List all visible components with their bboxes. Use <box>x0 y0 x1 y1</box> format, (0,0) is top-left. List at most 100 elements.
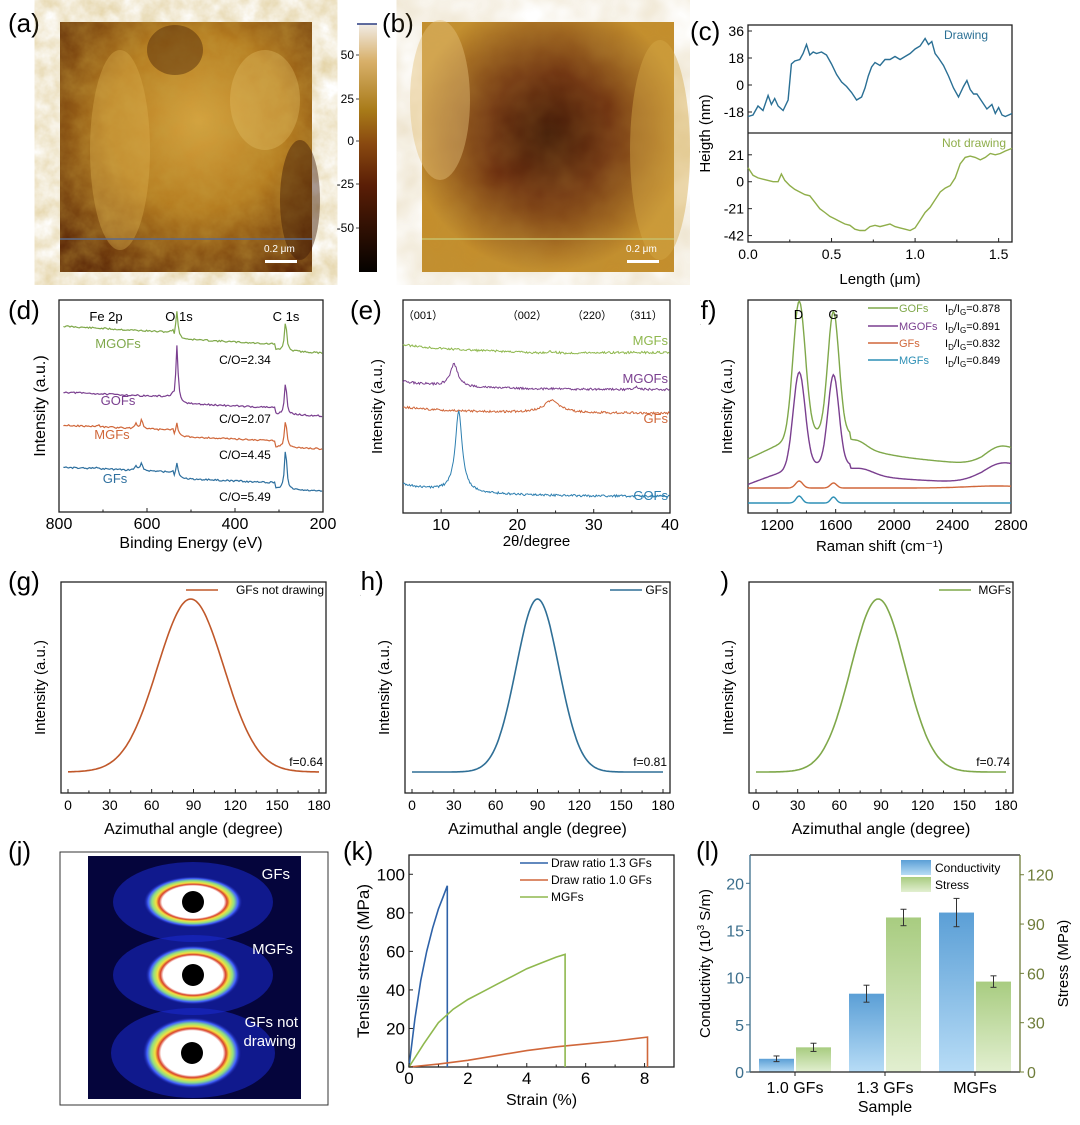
x-tick-label: 30 <box>102 797 118 813</box>
x-axis-label: Length (μm) <box>839 271 920 288</box>
chart-azimuthal-h: (h) GFs f=0.81 0 30 60 90 120 150 180 Azimuthal an… <box>352 566 675 838</box>
y-tick-label-left: 15 <box>726 923 744 940</box>
panel-j: (j) GFs MGFs GFs not drawing <box>0 836 340 1120</box>
x-tick-label: 1.5 <box>989 246 1009 262</box>
series-label: GFs <box>643 411 668 426</box>
legend-label: Stress <box>935 878 969 892</box>
x-tick-label: 60 <box>488 797 504 813</box>
y-tick-label-right: 30 <box>1027 1016 1045 1033</box>
x-tick-label: 90 <box>530 797 546 813</box>
peak-label: C 1s <box>273 309 300 324</box>
y-tick-label: -42 <box>724 228 744 244</box>
x-tick-label: 90 <box>186 797 202 813</box>
series-line-gofs <box>747 299 1012 463</box>
x-tick-label: 1600 <box>819 517 852 534</box>
x-tick-label: 150 <box>265 797 289 813</box>
panel-d: (d) MGOFs C/O=2.34 GOFs C/O=2.07 MGFs C/O=4.45… <box>0 285 360 575</box>
bar-conductivity <box>939 912 974 1072</box>
panel-label: (d) <box>8 295 40 325</box>
plot-frame <box>404 581 671 794</box>
x-tick-label: 30 <box>446 797 462 813</box>
legend-swatch <box>901 877 931 892</box>
chart-raman: (f) GOFs ID/IG=0.878 MGOFs ID/IG=0.891 GFs ID/… <box>692 295 1028 555</box>
orientation-factor: f=0.64 <box>289 755 323 769</box>
legend-ratio: ID/IG=0.878 <box>945 303 1000 317</box>
waxs-label-drawing: drawing <box>243 1033 296 1050</box>
series-line-gfs <box>748 480 1011 489</box>
peak-label: O 1s <box>165 309 193 324</box>
chart-xrd: (e) MGFs MGOFs GFs GOFs （001） （002） （220） （311） 1… <box>350 295 679 550</box>
x-tick-label: 1.0 <box>905 246 925 262</box>
bar-conductivity <box>759 1058 794 1072</box>
series-line <box>408 953 566 1068</box>
x-tick-label: 0.0 <box>738 246 758 262</box>
x-tick-label: 120 <box>568 797 592 813</box>
x-axis-label: Sample <box>858 1099 912 1116</box>
x-tick-label: 10 <box>432 517 450 534</box>
chart-xps: (d) MGOFs C/O=2.34 GOFs C/O=2.07 MGFs C/O=4.45… <box>8 295 337 552</box>
x-tick-label: 200 <box>310 516 337 533</box>
series-line-gfs <box>63 451 323 492</box>
y-tick-label: 40 <box>386 981 405 1000</box>
x-tick-label: MGFs <box>953 1080 997 1097</box>
x-tick-label: 2 <box>463 1069 472 1088</box>
panel-g: (g) GFs not drawing f=0.64 0 30 60 90 120 150 180… <box>0 566 360 850</box>
colorbar-tick-label: 0 <box>347 134 354 148</box>
series-label: MGOFs <box>95 336 141 351</box>
series-label-not-drawing: Not drawing <box>942 136 1006 150</box>
chart-azimuthal-g: (g) GFs not drawing f=0.64 0 30 60 90 120 150 180… <box>8 566 331 838</box>
legend-ratio: ID/IG=0.891 <box>945 321 1000 335</box>
x-axis-label: Azimuthal angle (degree) <box>448 821 627 838</box>
afm-image-a: (a) 0.2 μm <box>8 8 320 272</box>
panel-a: (a) 0.2 μm <box>0 0 340 285</box>
ratio-label: C/O=4.45 <box>219 448 271 462</box>
chart-azimuthal-i: (i) MGFs f=0.74 0 30 60 90 120 150 180 Azimuthal a… <box>706 566 1018 838</box>
plot-frame <box>747 299 1012 514</box>
x-tick-label: 180 <box>651 797 675 813</box>
series-line-mgfs <box>748 495 1011 504</box>
x-tick-label: 6 <box>581 1069 590 1088</box>
y-axis-label: Intensity (a.u.) <box>32 640 49 735</box>
y-tick-label: 36 <box>728 23 744 39</box>
y-tick-label: 60 <box>386 942 405 961</box>
ratio-label: C/O=2.07 <box>219 412 271 426</box>
waxs-patterns: (j) GFs MGFs GFs not drawing <box>8 836 329 1106</box>
bar-stress <box>976 981 1011 1072</box>
panel-label: (j) <box>8 840 31 866</box>
series-label: MGOFs <box>623 371 669 386</box>
y-tick-label: -21 <box>724 201 744 217</box>
panel-label: (e) <box>350 295 382 325</box>
panel-label: (b) <box>382 8 414 38</box>
x-tick-label: 30 <box>790 797 806 813</box>
scale-bar-label: 0.2 μm <box>626 244 657 255</box>
orientation-factor: f=0.74 <box>976 755 1010 769</box>
legend-label: MGFs <box>551 890 584 904</box>
legend-label: Draw ratio 1.0 GFs <box>551 873 652 887</box>
legend-label: GFs <box>899 338 920 350</box>
y-axis-label-left: Conductivity (103 S/m) <box>696 889 714 1038</box>
y-tick-label-right: 90 <box>1027 917 1045 934</box>
legend-ratio: ID/IG=0.849 <box>945 355 1000 369</box>
y-axis-label: Intensity (a.u.) <box>376 640 393 735</box>
legend-label: Draw ratio 1.3 GFs <box>551 856 652 870</box>
plot-frame <box>408 854 675 1068</box>
panel-label: (a) <box>8 8 40 38</box>
legend-label: MGFs <box>978 583 1011 597</box>
series-line-mgfs <box>402 343 670 355</box>
panel-label: (f) <box>700 295 717 325</box>
y-axis-label: Heigth (nm) <box>697 94 714 172</box>
ratio-label: C/O=2.34 <box>219 353 271 367</box>
y-tick-label: 80 <box>386 904 405 923</box>
x-tick-label: 120 <box>911 797 935 813</box>
y-tick-label: 0 <box>736 174 744 190</box>
x-tick-label: 1.0 GFs <box>767 1080 824 1097</box>
bar-stress <box>886 917 921 1072</box>
y-tick-label-right: 60 <box>1027 966 1045 983</box>
series-line-not-drawing <box>747 147 1013 232</box>
series-line <box>408 1036 649 1068</box>
panel-f: (f) GOFs ID/IG=0.878 MGOFs ID/IG=0.891 GFs ID/… <box>692 285 1080 575</box>
peak-label: G <box>828 307 838 322</box>
waxs-label-mgfs: MGFs <box>252 941 293 958</box>
panel-c: (c) 36 18 0 -18 21 0 -21 -42 0.0 0.5 1.0 1.5 Length (… <box>690 0 1080 300</box>
series-line-mgofs <box>63 311 323 355</box>
